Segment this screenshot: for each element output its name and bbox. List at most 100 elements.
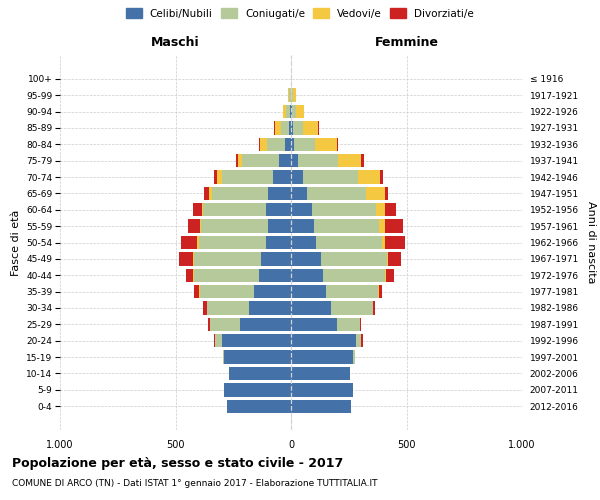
Bar — [291, 121, 293, 134]
Bar — [286, 105, 290, 118]
Bar — [188, 220, 200, 233]
Bar — [193, 268, 194, 282]
Bar — [377, 285, 379, 298]
Bar — [316, 236, 382, 249]
Bar — [366, 186, 385, 200]
Bar — [321, 252, 387, 266]
Y-axis label: Anni di nascita: Anni di nascita — [586, 201, 596, 284]
Bar — [222, 170, 272, 183]
Bar — [268, 186, 291, 200]
Bar — [214, 334, 215, 347]
Bar — [361, 334, 362, 347]
Bar — [314, 220, 379, 233]
Bar — [298, 154, 338, 168]
Bar — [385, 236, 406, 249]
Bar — [288, 88, 289, 102]
Bar — [222, 334, 291, 347]
Bar — [385, 186, 388, 200]
Bar — [291, 400, 351, 413]
Bar — [259, 268, 291, 282]
Bar — [323, 268, 385, 282]
Bar — [293, 88, 296, 102]
Bar — [315, 138, 337, 151]
Text: Femmine: Femmine — [374, 36, 439, 50]
Bar — [193, 203, 202, 216]
Bar — [353, 350, 355, 364]
Bar — [268, 220, 291, 233]
Bar — [194, 285, 199, 298]
Bar — [197, 236, 199, 249]
Bar — [380, 170, 383, 183]
Bar — [295, 138, 315, 151]
Bar — [289, 121, 291, 134]
Bar — [267, 138, 285, 151]
Bar — [236, 154, 238, 168]
Bar — [356, 334, 361, 347]
Bar — [296, 105, 304, 118]
Bar — [179, 252, 193, 266]
Bar — [337, 138, 338, 151]
Bar — [379, 220, 385, 233]
Bar — [229, 367, 291, 380]
Bar — [181, 236, 197, 249]
Bar — [291, 186, 307, 200]
Bar — [307, 186, 366, 200]
Bar — [224, 350, 291, 364]
Bar — [240, 318, 291, 331]
Bar — [373, 302, 376, 314]
Bar — [379, 285, 382, 298]
Bar — [215, 334, 222, 347]
Bar — [291, 367, 350, 380]
Bar — [291, 268, 323, 282]
Bar — [292, 105, 296, 118]
Bar — [199, 236, 266, 249]
Bar — [200, 220, 201, 233]
Bar — [259, 138, 260, 151]
Bar — [291, 383, 353, 396]
Bar — [193, 252, 194, 266]
Bar — [388, 252, 401, 266]
Text: Maschi: Maschi — [151, 36, 200, 50]
Bar — [203, 302, 206, 314]
Bar — [203, 203, 266, 216]
Bar — [242, 154, 280, 168]
Bar — [199, 285, 200, 298]
Bar — [285, 138, 291, 151]
Bar — [272, 170, 291, 183]
Bar — [312, 203, 376, 216]
Bar — [291, 334, 356, 347]
Bar — [212, 186, 268, 200]
Bar — [280, 154, 291, 168]
Bar — [361, 154, 364, 168]
Bar — [261, 252, 291, 266]
Bar — [293, 121, 302, 134]
Bar — [254, 285, 291, 298]
Bar — [382, 236, 385, 249]
Bar — [224, 383, 291, 396]
Bar — [292, 88, 293, 102]
Bar — [201, 220, 268, 233]
Bar — [291, 203, 312, 216]
Bar — [385, 268, 386, 282]
Bar — [291, 350, 353, 364]
Bar — [291, 285, 326, 298]
Bar — [206, 302, 250, 314]
Bar — [205, 186, 209, 200]
Y-axis label: Fasce di età: Fasce di età — [11, 210, 20, 276]
Bar — [291, 105, 292, 118]
Bar — [227, 400, 291, 413]
Bar — [210, 318, 240, 331]
Text: Popolazione per età, sesso e stato civile - 2017: Popolazione per età, sesso e stato civil… — [12, 458, 343, 470]
Bar — [338, 154, 361, 168]
Bar — [217, 170, 222, 183]
Bar — [291, 252, 321, 266]
Bar — [194, 252, 261, 266]
Bar — [202, 203, 203, 216]
Legend: Celibi/Nubili, Coniugati/e, Vedovi/e, Divorziati/e: Celibi/Nubili, Coniugati/e, Vedovi/e, Di… — [123, 5, 477, 21]
Bar — [214, 170, 217, 183]
Bar — [289, 88, 290, 102]
Text: COMUNE DI ARCO (TN) - Dati ISTAT 1° gennaio 2017 - Elaborazione TUTTITALIA.IT: COMUNE DI ARCO (TN) - Dati ISTAT 1° genn… — [12, 479, 377, 488]
Bar — [385, 203, 396, 216]
Bar — [358, 170, 380, 183]
Bar — [274, 121, 275, 134]
